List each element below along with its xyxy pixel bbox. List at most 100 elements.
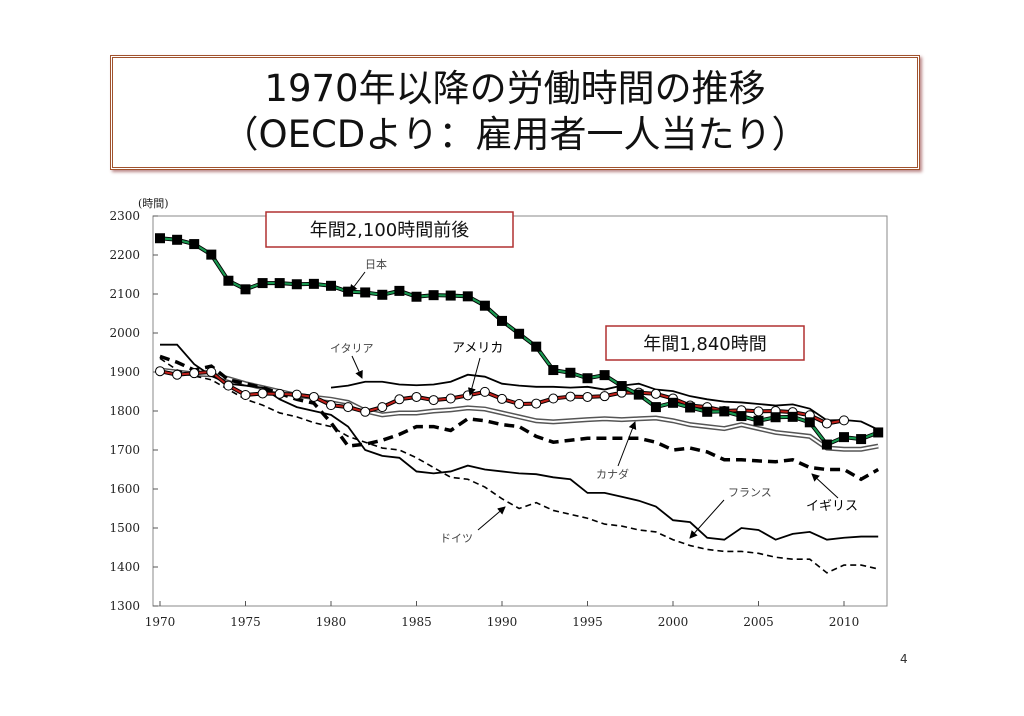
data-point-日本 xyxy=(497,315,507,326)
data-point-日本 xyxy=(514,328,525,339)
data-point-アメリカ xyxy=(565,391,576,402)
x-tick-label: 2000 xyxy=(658,615,689,629)
data-point-アメリカ xyxy=(240,390,251,401)
title-line-2: （OECDより：雇用者一人当たり） xyxy=(221,113,809,156)
data-point-日本 xyxy=(411,291,422,302)
data-point-アメリカ xyxy=(291,389,302,400)
data-point-日本 xyxy=(360,287,371,298)
data-point-日本 xyxy=(240,284,251,295)
data-point-アメリカ xyxy=(411,391,422,402)
data-point-日本 xyxy=(616,381,627,392)
data-point-日本 xyxy=(462,291,473,302)
data-point-アメリカ xyxy=(650,388,661,399)
x-tick-label: 1970 xyxy=(145,615,176,629)
data-point-日本 xyxy=(223,275,234,286)
data-point-アメリカ xyxy=(360,406,371,417)
annotation-text: 年間1,840時間 xyxy=(643,334,767,355)
arrow-カナダ xyxy=(617,421,637,467)
data-point-日本 xyxy=(736,411,747,422)
annotation-text: 年間2,100時間前後 xyxy=(310,220,470,241)
data-point-日本 xyxy=(291,279,302,290)
data-point-日本 xyxy=(599,370,610,381)
x-tick-label: 1990 xyxy=(487,615,518,629)
data-point-日本 xyxy=(206,249,217,260)
data-point-アメリカ xyxy=(172,369,183,380)
data-point-日本 xyxy=(531,341,542,352)
page-number: 4 xyxy=(900,652,908,666)
series-label-ドイツ: ドイツ xyxy=(440,532,473,545)
data-point-アメリカ xyxy=(377,402,388,413)
data-point-日本 xyxy=(702,406,713,417)
data-point-日本 xyxy=(274,278,285,289)
data-point-日本 xyxy=(582,373,593,384)
data-point-日本 xyxy=(155,233,165,244)
data-point-日本 xyxy=(189,239,200,250)
data-point-アメリカ xyxy=(497,393,507,404)
data-point-アメリカ xyxy=(326,400,336,411)
series-label-カナダ: カナダ xyxy=(596,467,629,481)
y-tick-label: 2200 xyxy=(109,248,140,262)
series-label-日本: 日本 xyxy=(365,257,387,271)
data-point-日本 xyxy=(839,432,849,443)
data-point-日本 xyxy=(428,290,439,301)
data-point-日本 xyxy=(719,406,730,417)
data-point-日本 xyxy=(856,434,867,445)
y-tick-label: 1700 xyxy=(109,443,140,457)
data-point-アメリカ xyxy=(394,394,405,405)
series-line-イタリア xyxy=(330,373,879,431)
data-point-日本 xyxy=(172,234,183,245)
series-label-イギリス: イギリス xyxy=(806,499,858,514)
data-point-日本 xyxy=(565,367,576,378)
data-point-アメリカ xyxy=(257,388,268,399)
series-line-フランス xyxy=(160,343,879,541)
y-tick-label: 1800 xyxy=(109,404,140,418)
arrow-ドイツ xyxy=(477,506,506,531)
data-point-アメリカ xyxy=(206,367,217,377)
data-point-日本 xyxy=(633,389,644,400)
data-point-日本 xyxy=(770,412,781,423)
data-point-日本 xyxy=(343,286,354,297)
y-tick-label: 1600 xyxy=(109,482,140,496)
data-point-日本 xyxy=(821,439,832,450)
y-tick-label: 1400 xyxy=(109,560,140,574)
y-tick-label: 1500 xyxy=(109,521,140,535)
y-tick-label: 2000 xyxy=(109,326,140,340)
data-point-日本 xyxy=(873,427,884,438)
data-point-日本 xyxy=(445,290,456,301)
y-tick-label: 2300 xyxy=(109,209,140,223)
data-point-日本 xyxy=(753,415,764,426)
data-point-アメリカ xyxy=(548,393,559,404)
data-point-アメリカ xyxy=(839,415,849,426)
data-point-日本 xyxy=(804,417,815,428)
data-point-日本 xyxy=(548,365,559,376)
x-tick-label: 1980 xyxy=(316,615,347,629)
x-tick-label: 2010 xyxy=(829,615,860,629)
data-point-日本 xyxy=(668,397,678,408)
data-point-アメリカ xyxy=(155,366,165,377)
data-point-アメリカ xyxy=(343,402,354,413)
data-point-アメリカ xyxy=(428,395,439,406)
title-line-1: 1970年以降の労働時間の推移 xyxy=(264,67,766,110)
annotation-box xyxy=(605,325,805,361)
series-label-アメリカ: アメリカ xyxy=(452,341,503,356)
series-line-ドイツ xyxy=(159,357,879,574)
annotation-box xyxy=(265,211,514,248)
y-tick-label: 1900 xyxy=(109,365,140,379)
data-point-アメリカ xyxy=(479,386,490,397)
arrow-フランス xyxy=(689,499,725,539)
data-point-アメリカ xyxy=(514,398,525,409)
data-point-日本 xyxy=(685,402,696,413)
data-point-アメリカ xyxy=(531,398,542,409)
slide-title: 1970年以降の労働時間の推移 （OECDより：雇用者一人当たり） xyxy=(110,55,920,170)
x-tick-label: 1985 xyxy=(401,615,432,629)
data-point-アメリカ xyxy=(821,418,832,429)
data-point-日本 xyxy=(308,278,319,289)
data-point-アメリカ xyxy=(189,368,200,379)
data-point-アメリカ xyxy=(582,391,593,402)
data-point-アメリカ xyxy=(599,391,610,402)
data-point-日本 xyxy=(787,411,798,422)
data-point-アメリカ xyxy=(223,380,234,391)
x-tick-label: 1995 xyxy=(572,615,603,629)
y-axis-label: (時間) xyxy=(138,197,169,210)
